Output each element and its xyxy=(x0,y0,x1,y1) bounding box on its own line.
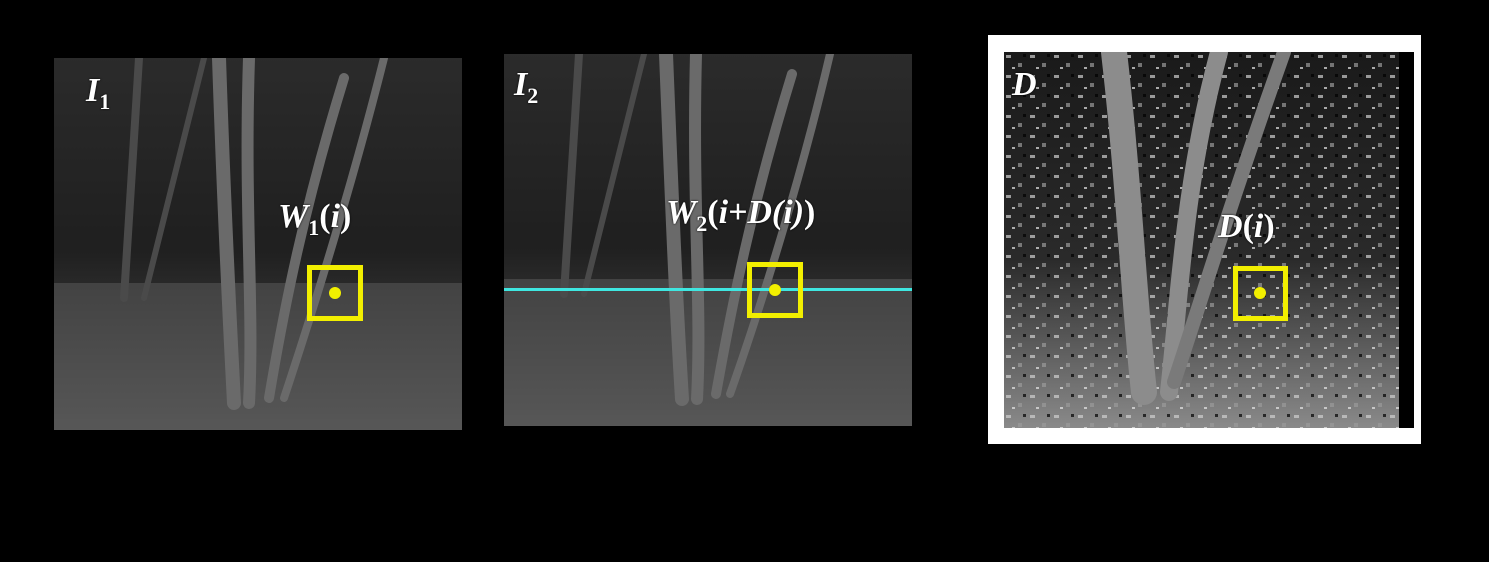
left-window-label: W1(i) xyxy=(278,198,352,240)
left-pixel-marker xyxy=(329,287,341,299)
left-image-scene xyxy=(54,58,462,430)
right-image-scene xyxy=(504,54,912,426)
disparity-map-panel xyxy=(1004,52,1414,428)
right-matching-window xyxy=(747,262,803,318)
disparity-map-scene xyxy=(1004,52,1414,428)
right-window-label: W2(i+D(i)) xyxy=(666,194,816,236)
left-matching-window xyxy=(307,265,363,321)
left-image-panel xyxy=(54,58,462,430)
disparity-window xyxy=(1233,266,1288,321)
right-image-label: I2 xyxy=(514,66,539,108)
disparity-label: D xyxy=(1012,66,1037,103)
right-image-panel xyxy=(504,54,912,426)
epipolar-line xyxy=(504,288,912,291)
left-image-label: I1 xyxy=(86,72,111,114)
disparity-pixel-label: D(i) xyxy=(1218,208,1275,245)
disparity-pixel-marker xyxy=(1254,287,1266,299)
right-pixel-marker xyxy=(769,284,781,296)
